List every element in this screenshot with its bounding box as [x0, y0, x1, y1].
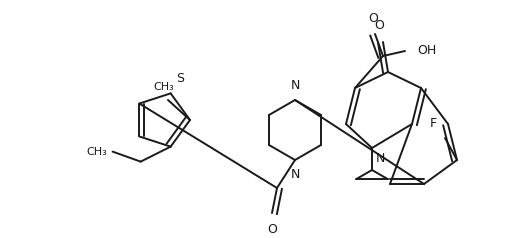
Text: S: S	[175, 72, 184, 85]
Text: O: O	[267, 223, 277, 236]
Text: F: F	[430, 117, 437, 130]
Text: CH₃: CH₃	[154, 82, 174, 92]
Text: N: N	[376, 152, 385, 165]
Text: O: O	[368, 12, 378, 25]
Text: N: N	[290, 168, 299, 181]
Text: O: O	[374, 19, 384, 32]
Text: OH: OH	[417, 45, 436, 58]
Text: N: N	[290, 79, 299, 92]
Text: CH₃: CH₃	[86, 147, 107, 157]
